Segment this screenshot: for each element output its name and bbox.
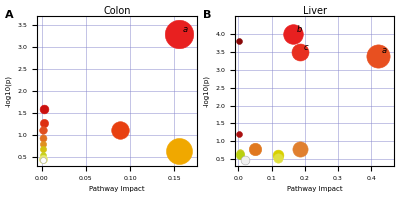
Point: [236, 40, 242, 43]
Text: B: B: [203, 10, 212, 20]
Point: [237, 151, 243, 154]
Point: [176, 149, 182, 152]
Point: [39, 148, 46, 151]
Point: [40, 129, 47, 132]
Point: [275, 154, 282, 157]
Point: [176, 32, 182, 36]
Text: A: A: [5, 10, 14, 20]
Point: [275, 157, 282, 160]
Point: [375, 54, 381, 57]
Text: c: c: [304, 43, 308, 52]
Point: [39, 153, 46, 156]
X-axis label: Pathway Impact: Pathway Impact: [89, 187, 145, 192]
Point: [39, 143, 46, 146]
Point: [297, 50, 303, 54]
Point: [40, 158, 47, 162]
Point: [41, 107, 48, 110]
Point: [297, 148, 303, 151]
Point: [39, 157, 46, 160]
Point: [236, 132, 242, 136]
Point: [242, 159, 248, 162]
Point: [252, 148, 258, 151]
Point: [41, 121, 48, 125]
Y-axis label: -log10(p): -log10(p): [204, 75, 210, 107]
Title: Liver: Liver: [303, 6, 327, 16]
Y-axis label: -log10(p): -log10(p): [6, 75, 12, 107]
Title: Colon: Colon: [103, 6, 131, 16]
Point: [116, 129, 123, 132]
Text: b: b: [297, 25, 302, 34]
Point: [39, 136, 46, 139]
Point: [290, 33, 296, 36]
X-axis label: Pathway Impact: Pathway Impact: [287, 187, 342, 192]
Point: [237, 154, 243, 157]
Text: a: a: [382, 46, 387, 55]
Text: a: a: [183, 25, 188, 34]
